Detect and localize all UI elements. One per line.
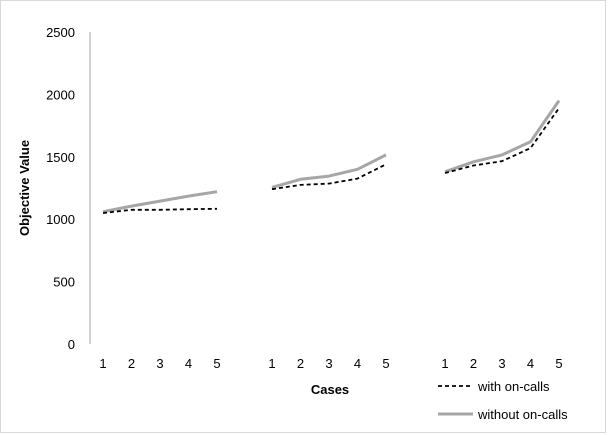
series-line-with-on-calls xyxy=(102,207,218,214)
x-axis-title: Cases xyxy=(311,382,349,397)
x-tick-label: 1 xyxy=(268,356,275,371)
x-tick-label: 4 xyxy=(354,356,361,371)
y-tick-label: 2000 xyxy=(46,87,75,102)
x-tick-label: 2 xyxy=(128,356,135,371)
y-tick-label: 1500 xyxy=(46,150,75,165)
x-tick-label: 5 xyxy=(555,356,562,371)
x-tick-label: 5 xyxy=(382,356,389,371)
legend-label-with-on-calls: with on-calls xyxy=(477,379,550,394)
series-line-without-on-calls xyxy=(271,153,387,189)
series-line-without-on-calls xyxy=(102,190,218,214)
series-line-with-on-calls xyxy=(444,107,560,174)
x-tick-label: 3 xyxy=(498,356,505,371)
x-tick-label: 5 xyxy=(213,356,220,371)
x-tick-label: 2 xyxy=(470,356,477,371)
y-tick-label: 0 xyxy=(68,337,75,352)
y-tick-label: 1000 xyxy=(46,212,75,227)
x-tick-label: 1 xyxy=(441,356,448,371)
x-tick-label: 4 xyxy=(527,356,534,371)
x-tick-label: 3 xyxy=(325,356,332,371)
x-tick-label: 2 xyxy=(297,356,304,371)
y-axis-ticks: 0 500 1000 1500 2000 2500 xyxy=(46,25,75,352)
y-axis-title: Objective Value xyxy=(17,140,32,236)
x-tick-label: 3 xyxy=(156,356,163,371)
x-axis-ticks: 1 2 3 4 5 1 2 3 4 5 1 2 3 4 5 xyxy=(99,356,562,371)
series-line-with-on-calls xyxy=(271,163,387,191)
x-tick-label: 1 xyxy=(99,356,106,371)
legend: with on-calls without on-calls xyxy=(438,379,568,422)
y-tick-label: 500 xyxy=(53,275,75,290)
plot-series xyxy=(102,99,561,214)
legend-label-without-on-calls: without on-calls xyxy=(477,407,568,422)
x-tick-label: 4 xyxy=(185,356,192,371)
y-tick-label: 2500 xyxy=(46,25,75,40)
series-line-without-on-calls xyxy=(444,99,561,174)
